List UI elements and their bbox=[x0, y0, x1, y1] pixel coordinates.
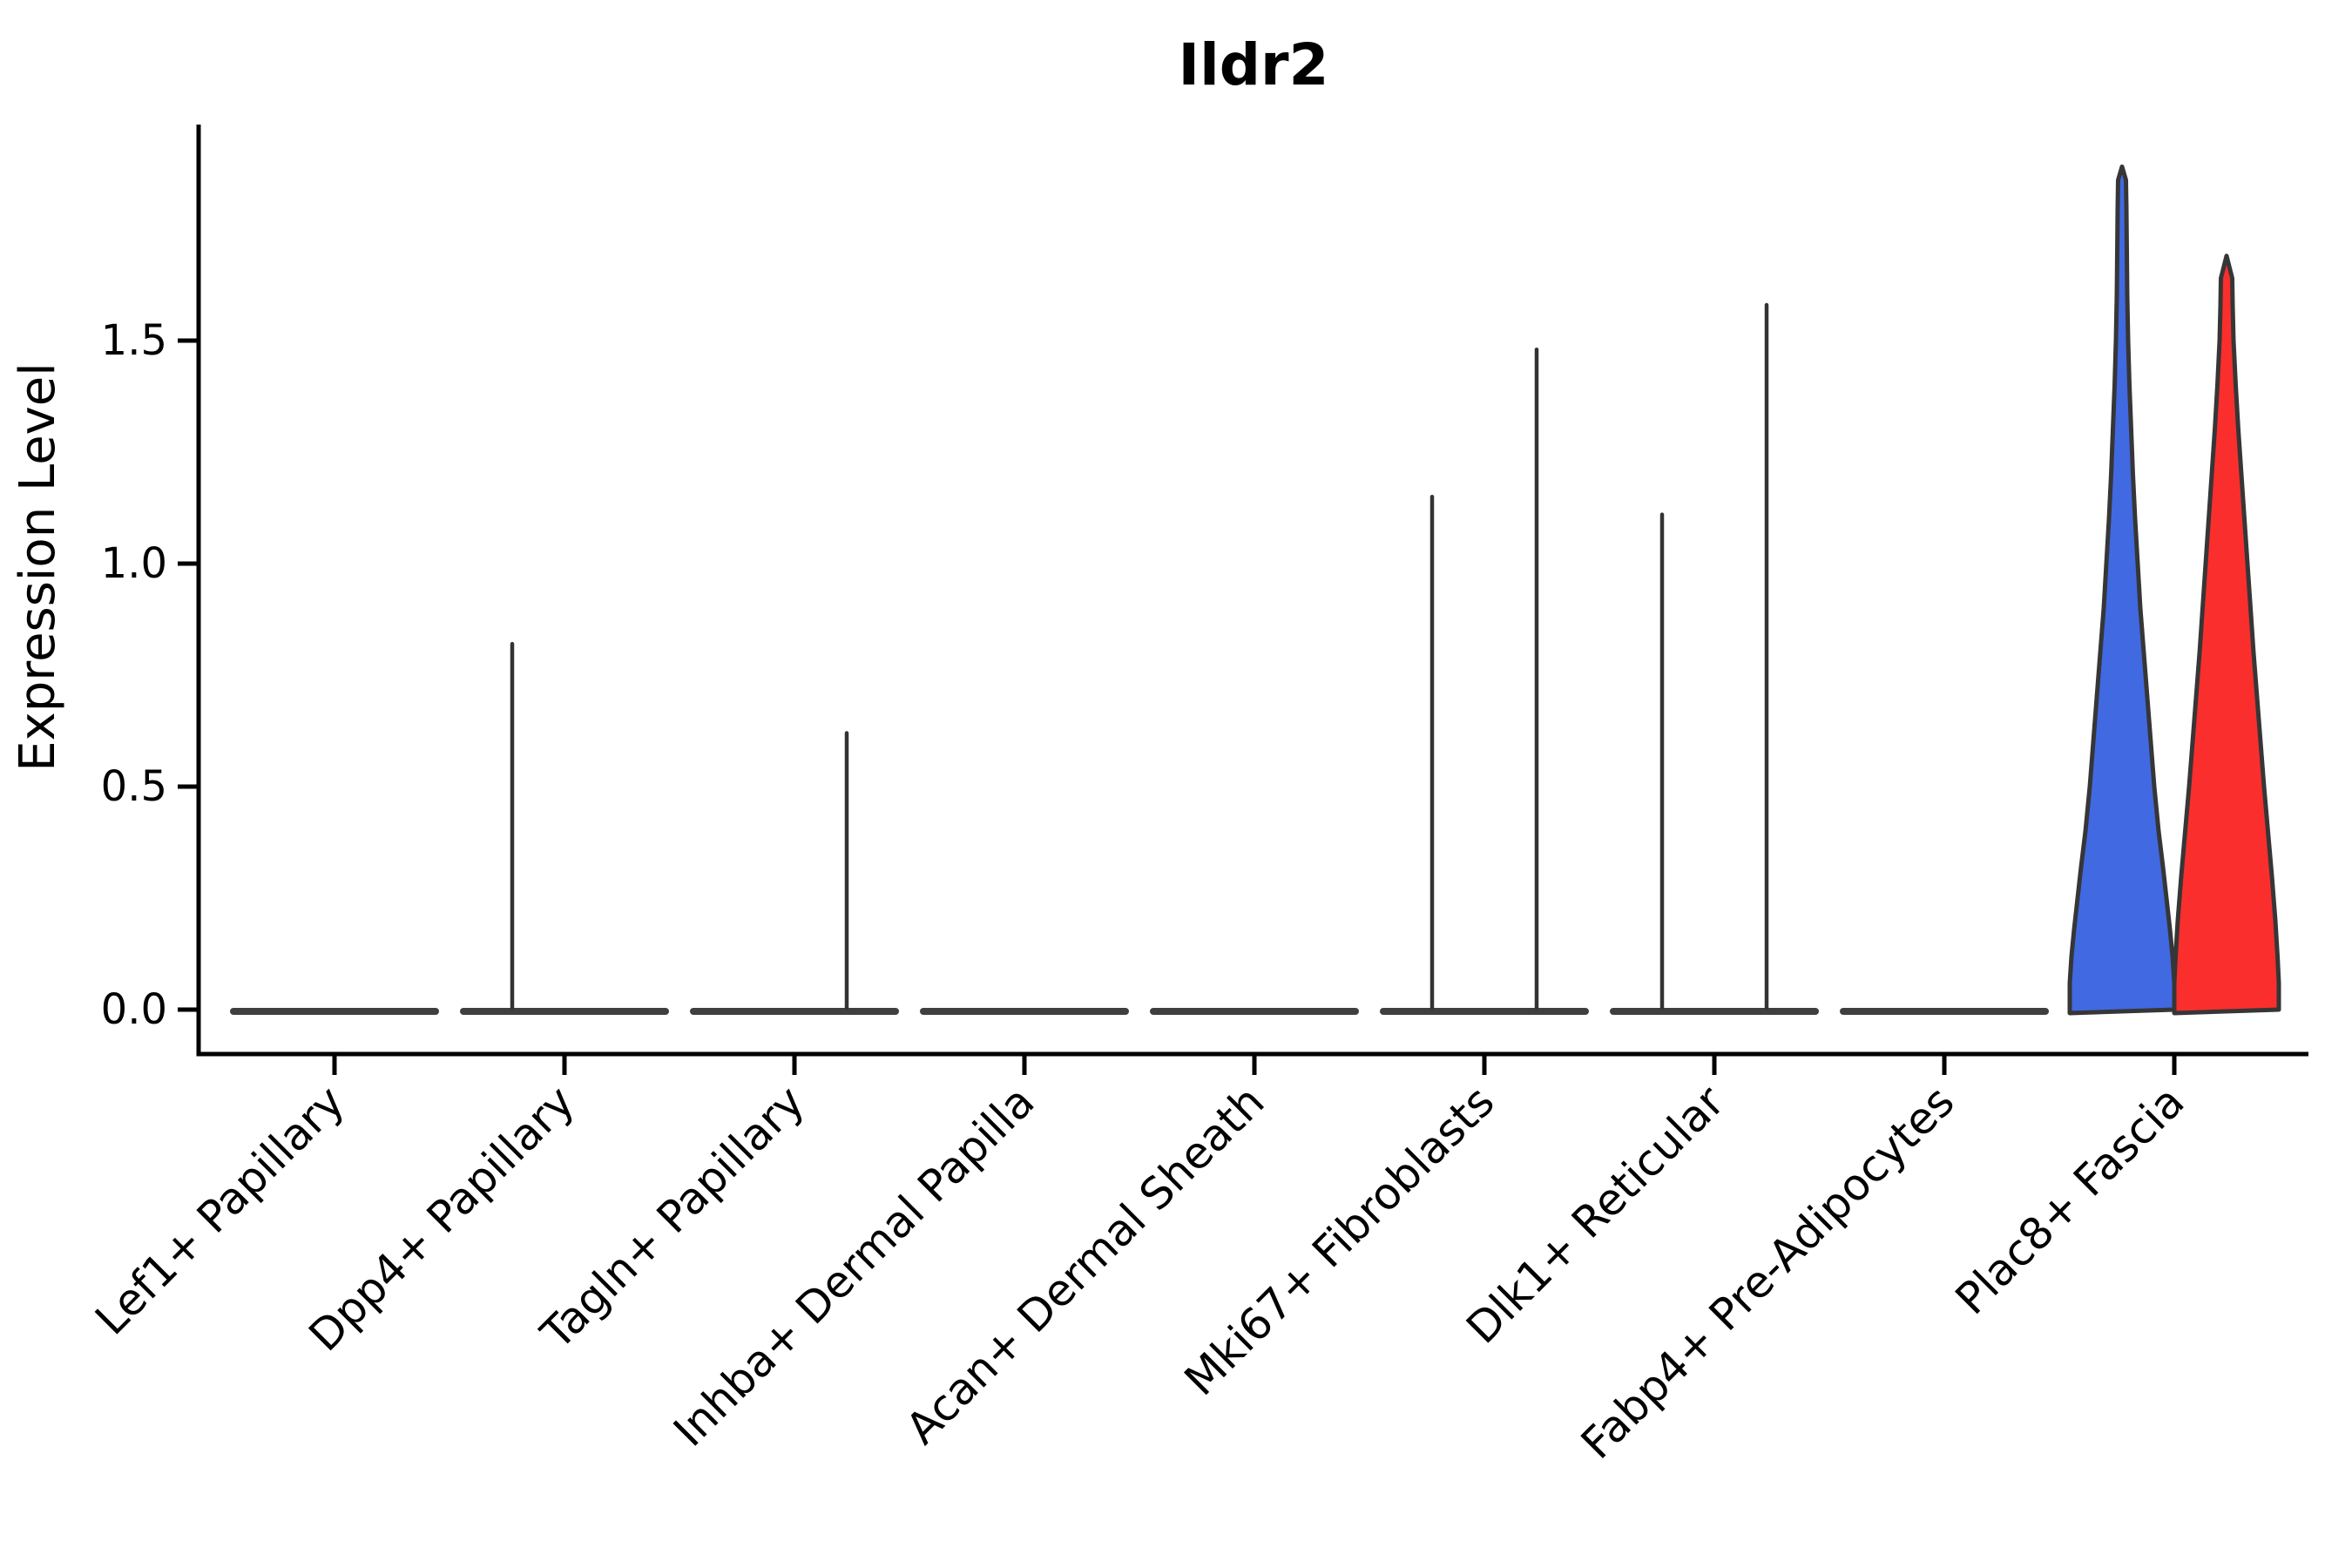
y-axis-label: Expression Level bbox=[10, 362, 66, 772]
chart-title: Ildr2 bbox=[1179, 31, 1329, 98]
y-tick-label: 1.0 bbox=[101, 539, 167, 588]
y-tick-label: 0.5 bbox=[101, 762, 167, 811]
violin-blue bbox=[2067, 164, 2177, 1016]
x-tick-label: Fabp4+ Pre-Adipocytes bbox=[1571, 1076, 1964, 1469]
y-tick-label: 1.5 bbox=[101, 316, 167, 365]
x-tick-label: Plac8+ Fascia bbox=[1946, 1076, 2194, 1324]
x-tick-label: Lef1+ Papillary bbox=[85, 1076, 354, 1344]
violin-red bbox=[2172, 253, 2281, 1016]
y-tick-label: 0.0 bbox=[101, 985, 167, 1034]
violins-layer bbox=[230, 164, 2281, 1016]
